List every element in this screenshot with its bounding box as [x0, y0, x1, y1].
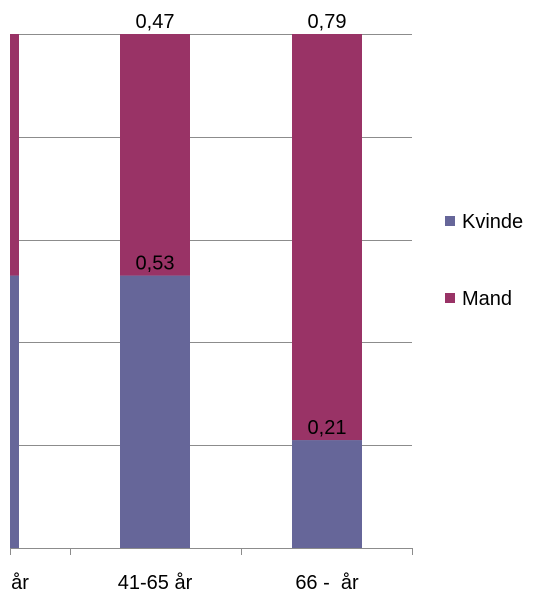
- legend-item-mand: Mand: [445, 288, 512, 310]
- x-tick-label: år: [11, 572, 29, 594]
- bar-kvinde-0: [10, 275, 19, 548]
- legend-swatch: [445, 293, 455, 303]
- data-label: 0,53: [136, 253, 175, 275]
- bars: [10, 34, 362, 548]
- bar-kvinde-1: [120, 275, 190, 548]
- legend-swatch: [445, 216, 455, 226]
- legend-label: Mand: [462, 288, 512, 310]
- legend-label: Kvinde: [462, 211, 523, 233]
- bar-kvinde-2: [292, 440, 362, 548]
- legend: Kvinde Mand: [445, 211, 523, 310]
- data-labels: 0,47 0,79 0,53 0,21: [136, 11, 347, 439]
- data-label: 0,79: [308, 11, 347, 33]
- data-label: 0,21: [308, 417, 347, 439]
- bar-mand-2: [292, 34, 362, 441]
- bar-mand-0: [10, 34, 19, 276]
- x-tick-label: 66 - år: [295, 572, 359, 594]
- data-label: 0,47: [136, 11, 175, 33]
- bar-mand-1: [120, 34, 190, 276]
- x-axis: år 41-65 år 66 - år: [10, 548, 413, 594]
- legend-item-kvinde: Kvinde: [445, 211, 523, 233]
- x-tick-label: 41-65 år: [118, 572, 193, 594]
